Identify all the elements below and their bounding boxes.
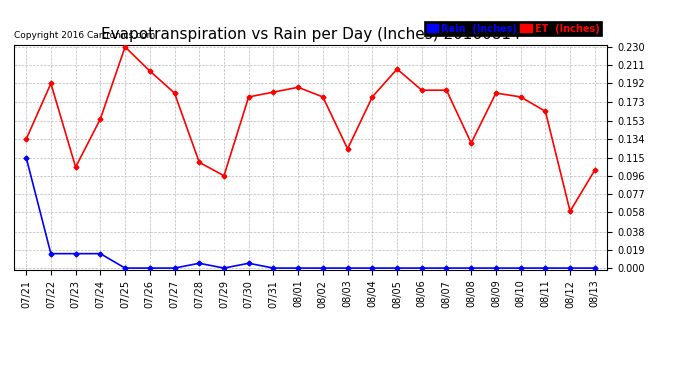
Text: Copyright 2016 Cartronics.com: Copyright 2016 Cartronics.com: [14, 32, 155, 40]
Title: Evapotranspiration vs Rain per Day (Inches) 20160814: Evapotranspiration vs Rain per Day (Inch…: [101, 27, 520, 42]
Legend: Rain  (Inches), ET  (Inches): Rain (Inches), ET (Inches): [424, 21, 602, 36]
